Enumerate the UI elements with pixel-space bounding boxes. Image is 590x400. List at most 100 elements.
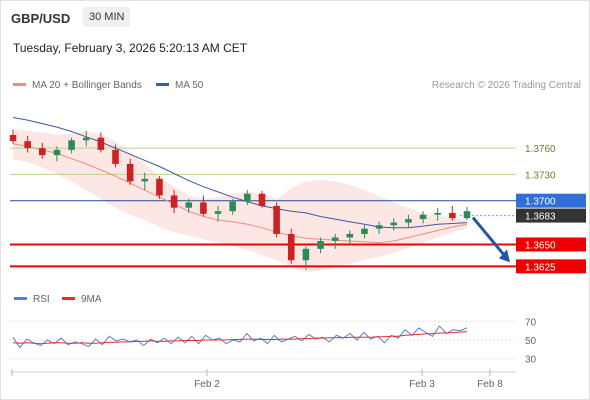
candle-body xyxy=(419,214,427,220)
ma20-legend-label: MA 20 + Bollinger Bands xyxy=(32,80,142,91)
candle xyxy=(82,130,90,147)
candle xyxy=(229,198,236,215)
candle xyxy=(200,195,207,217)
candle-body xyxy=(463,211,471,219)
candle xyxy=(97,132,105,153)
support-price-label-5: 1.3625 xyxy=(525,262,556,273)
candle-body xyxy=(200,202,207,214)
rsi-ma-legend-label: 9MA xyxy=(81,294,102,305)
candle xyxy=(38,142,46,159)
candle-body xyxy=(82,137,90,141)
candle-body xyxy=(273,205,280,234)
support-price-tag-5 xyxy=(516,259,586,274)
legend-ma20: MA 20 + Bollinger Bands xyxy=(13,80,142,91)
candle-body xyxy=(53,149,61,156)
candle xyxy=(112,144,119,168)
candle-body xyxy=(361,228,368,234)
candle-body xyxy=(244,193,251,202)
candle-body xyxy=(9,135,17,142)
legend-ma50: MA 50 xyxy=(156,80,203,91)
levels-layer: 1.3760 1.3730 1.3700 1.3683 1.3650 1.3625 xyxy=(471,144,586,274)
candle xyxy=(258,191,266,208)
rsi_ma-line xyxy=(12,331,468,345)
ma20-line xyxy=(12,143,468,244)
candle-body xyxy=(68,140,75,150)
candle xyxy=(361,225,368,239)
x-axis-layer: Feb 2 Feb 3 Feb 8 xyxy=(10,369,516,390)
candle xyxy=(449,205,456,221)
candles-layer xyxy=(9,129,471,270)
candle-body xyxy=(317,240,324,249)
candle xyxy=(170,190,178,213)
candle-body xyxy=(229,201,236,212)
candle-body xyxy=(405,219,412,223)
credit-label: Research © 2026 Trading Central xyxy=(431,80,581,91)
candle-body xyxy=(185,202,193,208)
x-tick-label-1: Feb 3 xyxy=(409,379,435,390)
rsi-line xyxy=(12,325,468,349)
candle xyxy=(375,221,383,234)
candle xyxy=(287,228,295,264)
pivot-price-tag xyxy=(516,193,586,208)
candle xyxy=(156,176,163,199)
candle xyxy=(434,207,442,221)
candle xyxy=(9,129,17,144)
rsi-layer: 70 50 30 RSI 9MA xyxy=(10,294,537,366)
candle xyxy=(141,172,149,191)
top-bar: GBP/USD 30 MIN xyxy=(0,0,590,36)
x-tick-label-2: Feb 8 xyxy=(477,379,503,390)
candle xyxy=(68,137,75,154)
candle xyxy=(317,237,324,254)
candle xyxy=(126,158,134,185)
symbol-label: GBP/USD xyxy=(11,11,71,26)
candle-body xyxy=(287,233,295,261)
candle-body xyxy=(141,178,149,182)
candle-body xyxy=(434,212,442,215)
candle-body xyxy=(97,137,105,150)
ma20-swatch xyxy=(13,82,26,86)
candle xyxy=(463,206,471,220)
x-tick-label-0: Feb 2 xyxy=(194,379,220,390)
candle-body xyxy=(375,225,383,229)
candle xyxy=(346,230,354,245)
candle-body xyxy=(24,141,31,149)
timeframe-selector[interactable]: 30 MIN xyxy=(83,7,131,27)
candle xyxy=(24,135,31,153)
candle-body xyxy=(112,149,119,164)
candle-body xyxy=(331,237,339,241)
candle xyxy=(331,233,339,249)
rsi-swatch xyxy=(14,297,27,300)
candle-body xyxy=(156,178,163,196)
candle-body xyxy=(170,195,178,208)
candle xyxy=(185,198,193,213)
candle xyxy=(53,146,61,162)
rsi-tick-50: 50 xyxy=(525,336,537,347)
candle-body xyxy=(346,233,354,238)
resistance-label-0: 1.3760 xyxy=(525,144,556,155)
datetime-label: Tuesday, February 3, 2026 5:20:13 AM CET xyxy=(13,41,248,55)
current-price-label: 1.3683 xyxy=(525,212,556,223)
candle-body xyxy=(449,212,456,219)
ma50-legend-label: MA 50 xyxy=(175,80,204,91)
resistance-label-1: 1.3730 xyxy=(525,170,556,181)
candle-body xyxy=(38,148,46,156)
candle-body xyxy=(126,163,134,182)
candle-body xyxy=(390,222,398,226)
candle xyxy=(302,246,310,270)
candle-body xyxy=(214,211,222,214)
candle xyxy=(244,190,251,206)
current-price-tag xyxy=(516,208,586,223)
forecast-arrow-shaft xyxy=(471,216,508,259)
support-price-tag-4 xyxy=(516,237,586,252)
support-price-label-4: 1.3650 xyxy=(525,240,556,251)
candle xyxy=(419,211,427,224)
pivot-price-label: 1.3700 xyxy=(525,197,556,208)
forecast-arrow-head xyxy=(499,249,510,263)
ma50-swatch xyxy=(156,82,169,86)
candle xyxy=(214,205,222,222)
candle xyxy=(405,214,412,228)
rsi-ma-swatch xyxy=(62,297,75,300)
candle-body xyxy=(302,248,310,261)
rsi-tick-70: 70 xyxy=(525,317,537,328)
